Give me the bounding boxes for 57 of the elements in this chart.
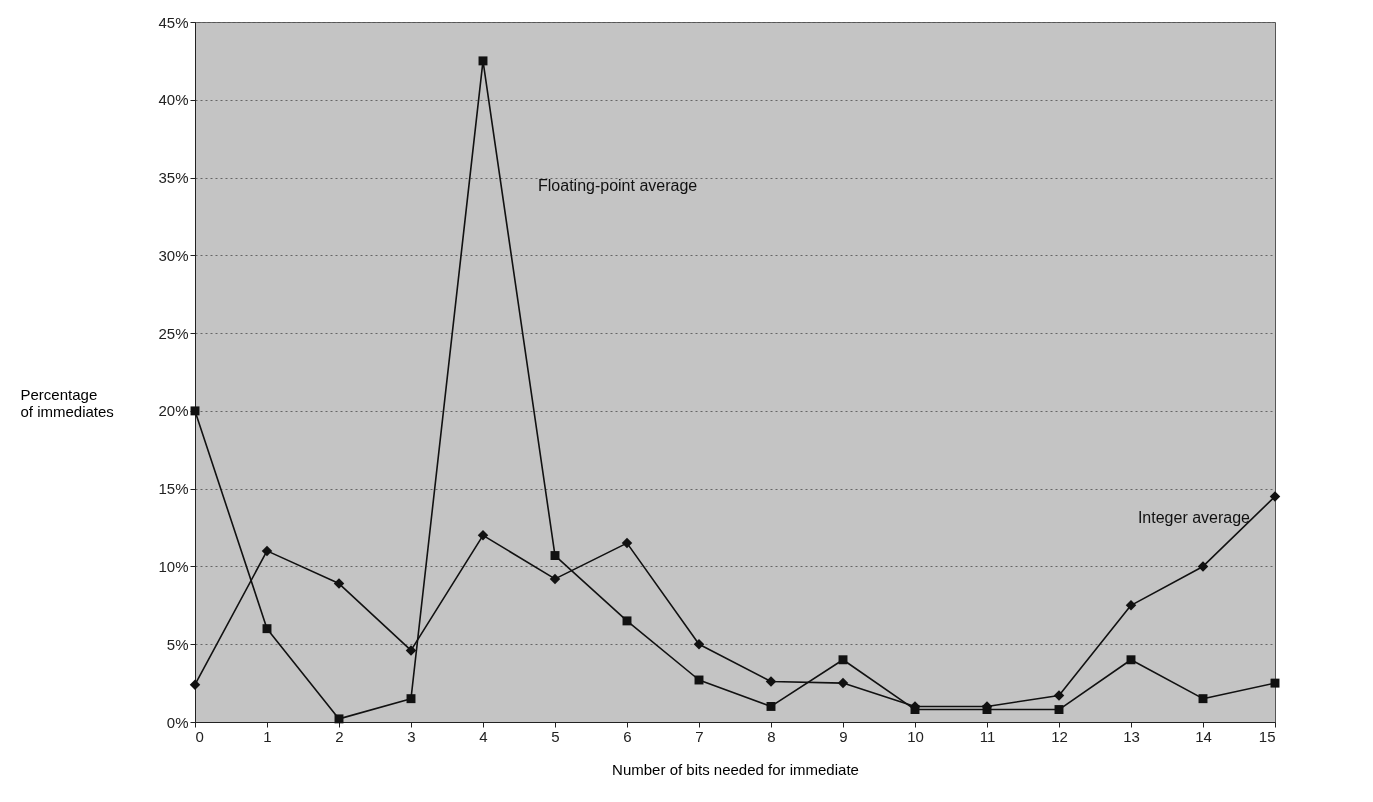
point: [333, 578, 345, 589]
point: [405, 645, 417, 656]
point: [1053, 690, 1065, 701]
y-tick-label: 10%: [158, 557, 189, 575]
y-tick-label: 35%: [158, 169, 189, 187]
point: [621, 537, 633, 549]
y-tick-label: 25%: [158, 324, 189, 342]
y-tick-label: 0%: [166, 713, 189, 731]
point: [477, 530, 489, 541]
x-tick-label: 6: [623, 727, 632, 745]
x-tick-label: 11: [979, 727, 996, 745]
x-axis-title: Number of bits needed for immediate: [612, 760, 859, 778]
point: [838, 655, 848, 665]
point: [549, 573, 561, 585]
point: [189, 679, 201, 690]
x-tick-label: 10: [907, 727, 924, 745]
x-tick-label: 15: [1258, 727, 1276, 745]
y-tick-label: 30%: [158, 246, 189, 264]
point: [693, 638, 705, 650]
x-tick-label: 12: [1051, 727, 1068, 745]
x-tick-label: 9: [839, 727, 848, 745]
point: [1125, 600, 1137, 611]
point: [837, 677, 849, 689]
x-tick-label: 7: [695, 727, 704, 745]
point: [1198, 694, 1208, 704]
x-tick-label: 2: [335, 727, 344, 745]
y-axis-title: Percentage of immediates: [20, 385, 114, 420]
point: [262, 624, 272, 634]
y-tick-label: 15%: [158, 480, 189, 498]
x-tick-label: 14: [1195, 727, 1212, 745]
point: [550, 551, 560, 561]
x-tick-label: 5: [551, 727, 560, 745]
point: [765, 676, 777, 687]
text: Floating-point average: [538, 176, 698, 194]
point: [766, 701, 776, 711]
y-tick-label: 40%: [158, 91, 189, 109]
point: [406, 694, 416, 704]
y-tick-label: 20%: [158, 402, 189, 420]
point: [1270, 678, 1280, 688]
x-tick-label: 0: [195, 727, 204, 745]
y-tick-label: 5%: [166, 635, 189, 653]
point: [478, 56, 488, 66]
series-label: Integer average: [1137, 509, 1251, 527]
point: [1269, 491, 1281, 502]
point: [1197, 561, 1209, 572]
point: [261, 545, 273, 557]
y-tick-label: 45%: [158, 13, 189, 31]
point: [190, 406, 200, 416]
x-tick-label: 13: [1123, 727, 1140, 745]
point: [622, 616, 632, 626]
point: [1054, 705, 1064, 715]
point: [334, 714, 344, 724]
x-tick-label: 1: [263, 727, 272, 745]
x-tick-label: 4: [479, 727, 488, 745]
x-tick-label: 3: [407, 727, 416, 745]
x-tick-label: 8: [767, 727, 776, 745]
point: [1126, 655, 1136, 665]
